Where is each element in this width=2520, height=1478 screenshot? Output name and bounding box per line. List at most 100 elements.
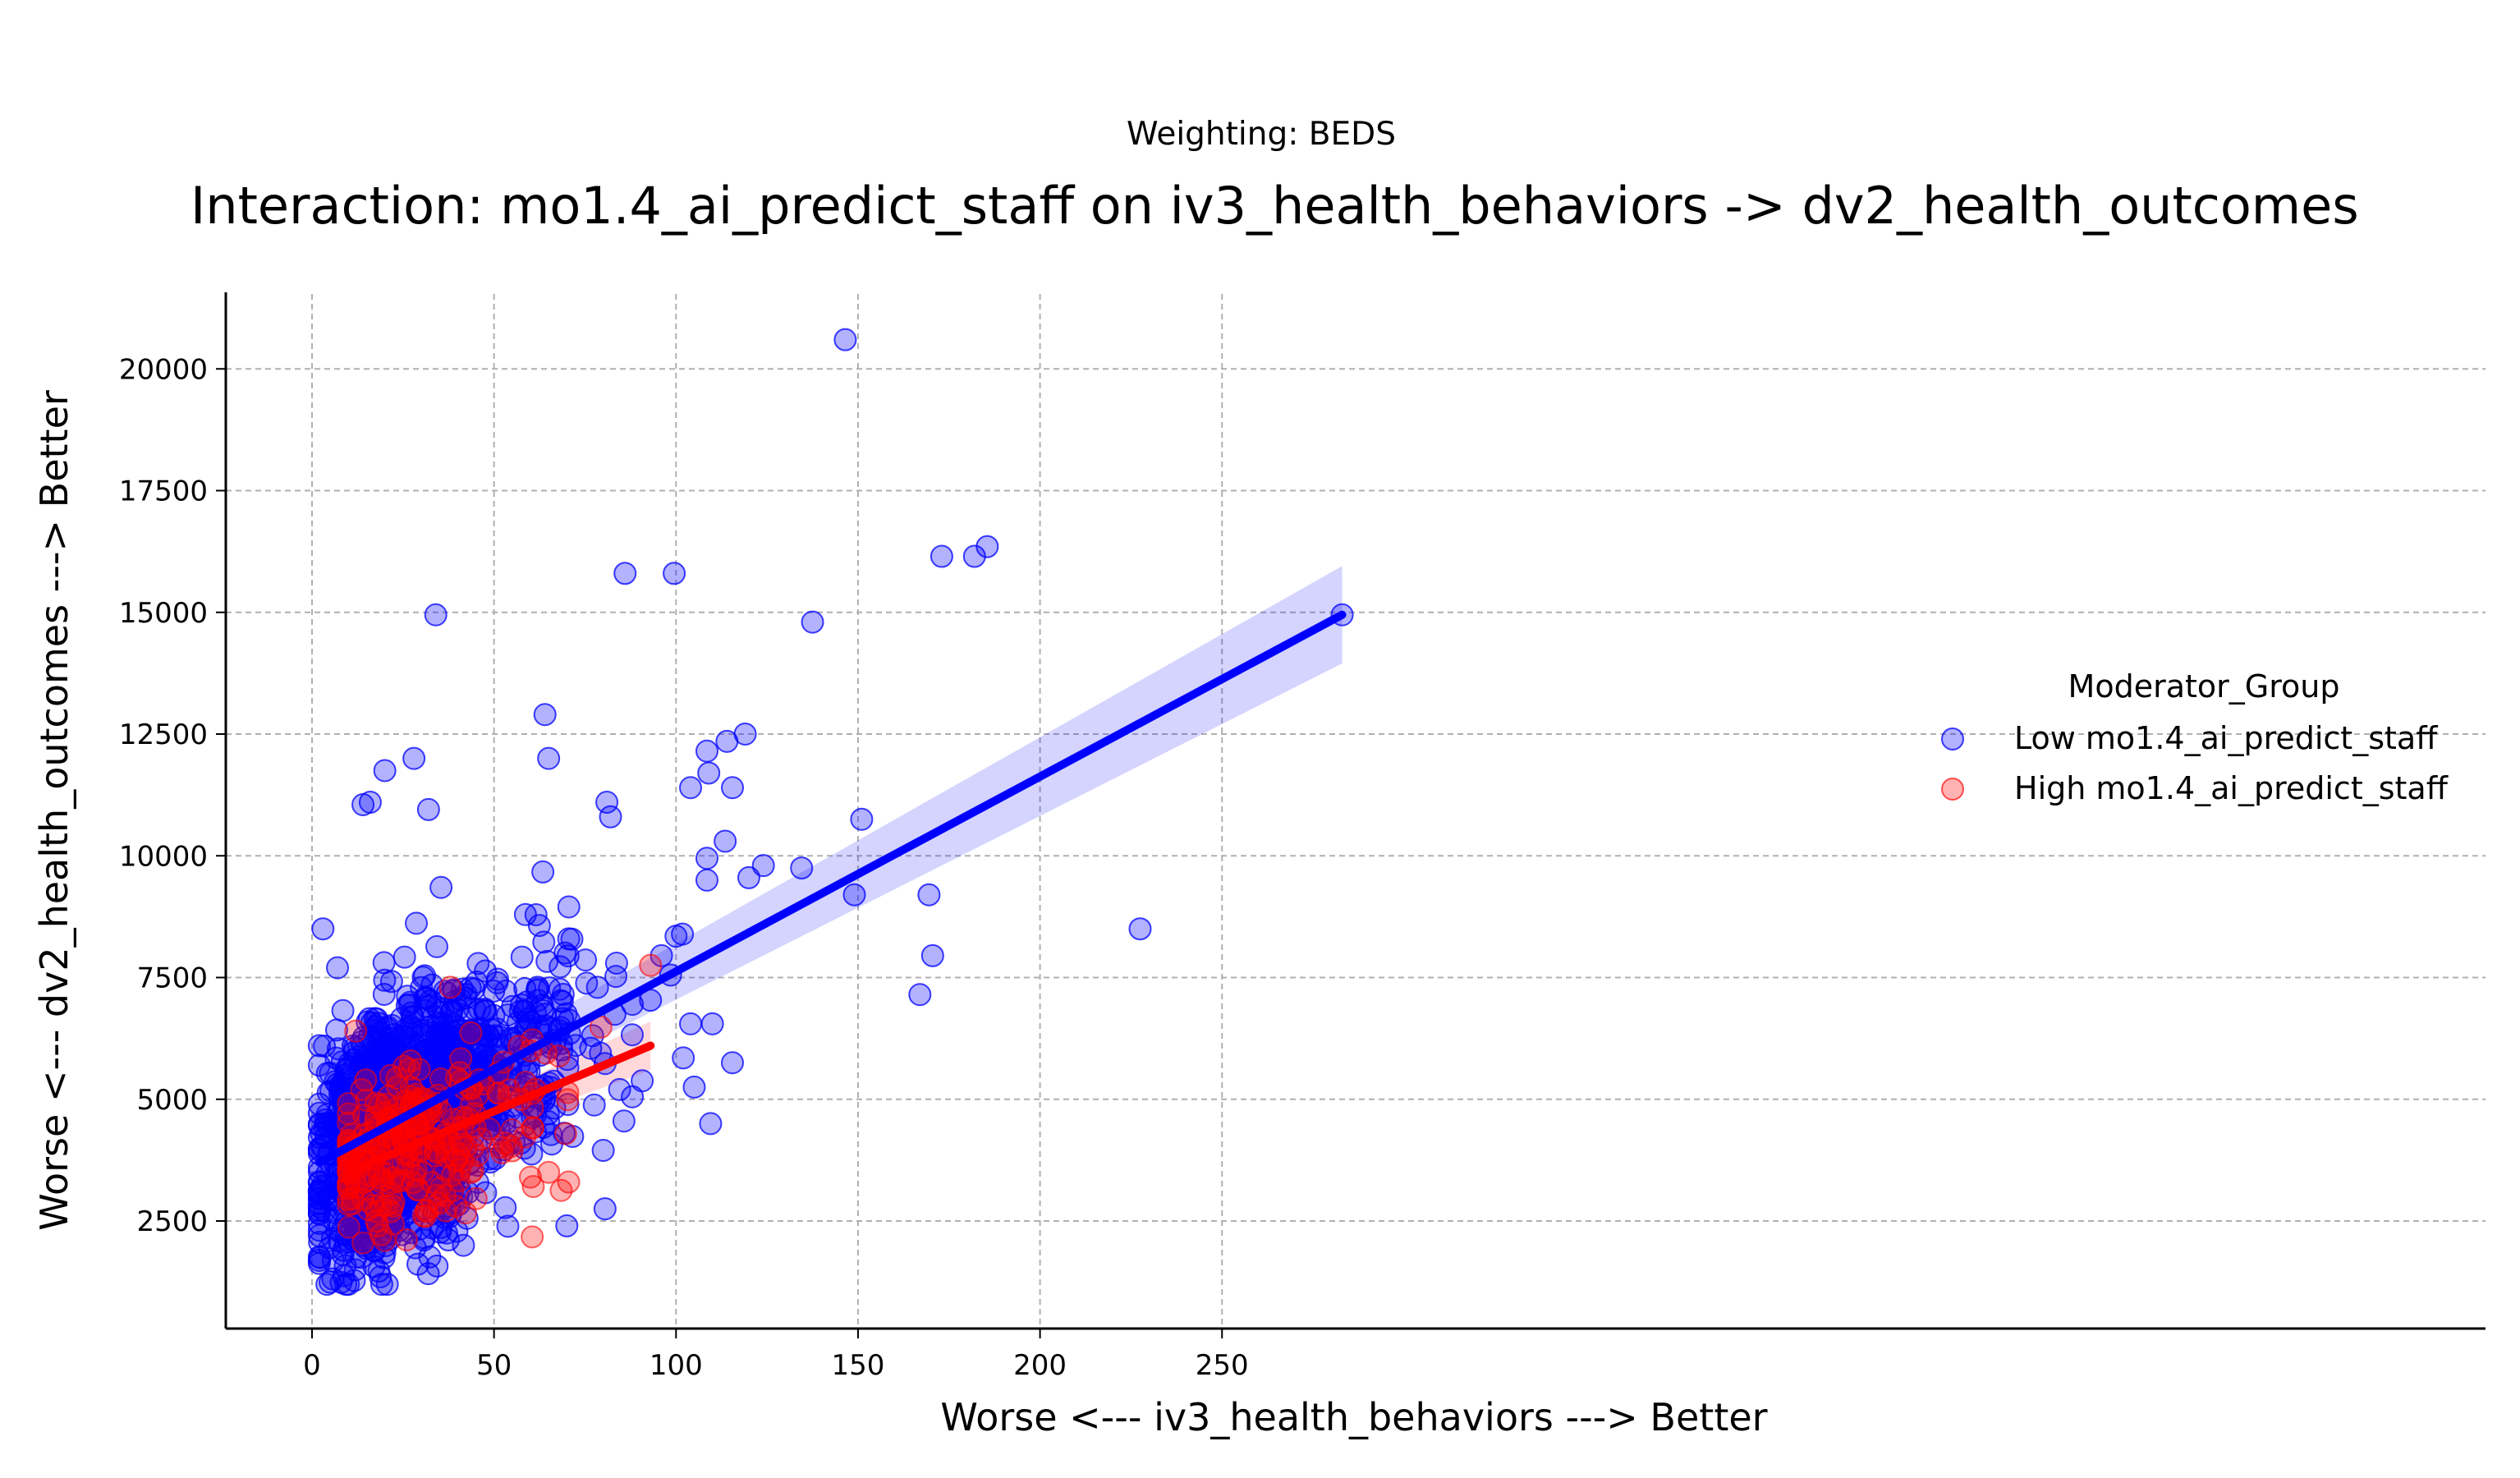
point-low [357, 1025, 381, 1049]
point-low [326, 956, 350, 980]
point-high [497, 1078, 521, 1102]
point-high [589, 1015, 613, 1039]
point-low [695, 868, 718, 892]
point-low [532, 930, 556, 954]
fit-line-high [344, 1041, 655, 1177]
y-tick-label: 5000 [136, 1084, 208, 1117]
y-tick-label: 12500 [119, 718, 208, 751]
chart-title: Interaction: mo1.4_ai_predict_staff on i… [190, 176, 2359, 236]
point-low [454, 986, 478, 1010]
point-low [310, 1122, 333, 1145]
point-high [459, 1021, 483, 1044]
point-low [695, 739, 718, 763]
point-low [496, 1214, 520, 1238]
point-low [493, 1196, 517, 1219]
point-low [733, 723, 757, 746]
point-low [574, 948, 598, 972]
point-low [591, 1139, 615, 1163]
point-low [560, 927, 584, 951]
y-tick-label: 17500 [119, 475, 208, 508]
point-low [431, 997, 455, 1021]
point-low [842, 883, 866, 907]
point-low [621, 1085, 645, 1108]
point-low [575, 971, 599, 995]
point-low [373, 968, 397, 992]
point-low [510, 945, 534, 969]
point-low [416, 797, 440, 821]
point-high [337, 1091, 360, 1115]
point-low [313, 1034, 337, 1058]
point-low [581, 1024, 604, 1048]
point-low [695, 847, 718, 870]
x-axis-label: Worse <--- iv3_health_behaviors ---> Bet… [940, 1395, 1767, 1439]
point-low [537, 746, 561, 770]
point-low [672, 1046, 695, 1070]
point-low [595, 791, 619, 815]
point-low [395, 994, 419, 1017]
y-tick-label: 10000 [119, 840, 208, 873]
point-high [521, 1225, 544, 1249]
point-low [1128, 917, 1152, 941]
point-low [553, 941, 577, 965]
point-low [494, 979, 518, 1003]
point-low [599, 805, 622, 829]
legend-marker-high [1941, 778, 1964, 801]
fit-line-low [314, 610, 1347, 1167]
point-low [311, 917, 335, 941]
point-high [404, 1157, 428, 1181]
point-low [620, 1023, 644, 1047]
point-low [307, 1223, 331, 1247]
point-low [307, 1192, 331, 1216]
point-low [452, 1233, 475, 1257]
point-low [372, 951, 396, 975]
x-tick-label: 150 [831, 1349, 884, 1382]
legend: Moderator_Group Low mo1.4_ai_predict_sta… [1941, 668, 2449, 806]
point-low [429, 875, 453, 899]
point-low [975, 535, 999, 558]
point-low [415, 1038, 438, 1062]
point-low [682, 1075, 706, 1099]
point-low [593, 1197, 617, 1221]
point-high [557, 1170, 581, 1194]
point-high [464, 1187, 488, 1210]
point-high [433, 1184, 457, 1208]
point-low [524, 902, 548, 926]
point-low [533, 703, 557, 727]
point-low [508, 999, 532, 1023]
point-low [790, 856, 814, 880]
point-low [485, 971, 509, 994]
point-high [337, 1111, 360, 1135]
y-tick-label: 2500 [136, 1205, 208, 1238]
chart-suptitle: Weighting: BEDS [1127, 116, 1396, 153]
point-high [470, 1127, 493, 1151]
point-low [557, 895, 581, 919]
point-low [917, 883, 941, 907]
point-low [751, 854, 775, 878]
point-low [416, 1262, 440, 1286]
point-high [521, 1116, 544, 1140]
point-low [550, 989, 574, 1013]
y-axis-label: Worse <--- dv2_health_outcomes ---> Bett… [32, 390, 76, 1231]
point-high [537, 1160, 561, 1184]
point-low [697, 761, 721, 785]
point-low [331, 998, 355, 1022]
point-high [365, 1200, 388, 1223]
point-low [612, 1109, 636, 1133]
point-high [438, 975, 462, 999]
point-low [315, 1273, 339, 1297]
y-tick-label: 20000 [119, 353, 208, 386]
point-low [604, 952, 628, 975]
x-tick-label: 100 [650, 1349, 703, 1382]
legend-label-low: Low mo1.4_ai_predict_staff [2014, 720, 2438, 756]
point-low [307, 1034, 331, 1058]
point-low [425, 934, 449, 958]
x-tick-label: 250 [1196, 1349, 1249, 1382]
point-low [466, 952, 490, 975]
point-low [699, 1112, 723, 1136]
point-high [395, 1228, 419, 1251]
point-low [613, 562, 637, 585]
point-high [521, 1175, 545, 1199]
point-high [361, 1194, 385, 1218]
point-low [402, 746, 426, 770]
point-low [351, 792, 375, 816]
